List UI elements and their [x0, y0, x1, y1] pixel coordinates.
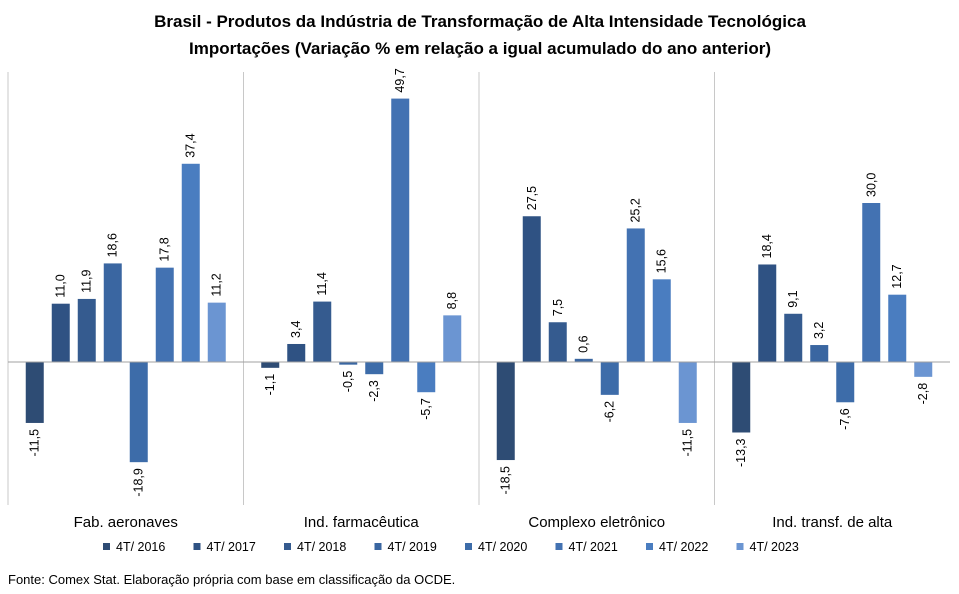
legend-swatch	[555, 543, 563, 550]
legend-label: 4T/ 2022	[659, 540, 708, 554]
legend-label: 4T/ 2021	[569, 540, 618, 554]
source-note: Fonte: Comex Stat. Elaboração própria co…	[8, 572, 455, 587]
data-label: -5,7	[419, 398, 433, 420]
data-label: -11,5	[28, 429, 42, 457]
chart-title-line1: Brasil - Produtos da Indústria de Transf…	[154, 12, 806, 31]
bar	[652, 279, 671, 362]
data-label: 30,0	[864, 173, 878, 197]
bar	[339, 362, 358, 365]
bar	[600, 362, 619, 395]
data-label: 27,5	[525, 186, 539, 210]
legend: 4T/ 2016 4T/ 2017 4T/ 2018 4T/ 2019 4T/ 2020…	[103, 540, 799, 554]
data-label: 3,2	[812, 322, 826, 339]
legend-label: 4T/ 2017	[207, 540, 256, 554]
bar	[77, 298, 96, 362]
legend-swatch	[736, 543, 744, 550]
category-label: Fab. aeronaves	[74, 514, 178, 531]
category-label: Complexo eletrônico	[528, 514, 665, 531]
legend-swatch	[193, 543, 201, 550]
data-label: 18,4	[760, 234, 774, 258]
bar	[365, 362, 384, 375]
data-label: -18,5	[499, 466, 513, 495]
bar	[51, 303, 70, 362]
data-label: 11,2	[210, 273, 224, 296]
bar	[522, 216, 541, 362]
bar	[548, 322, 567, 362]
legend-swatch	[374, 543, 382, 550]
data-label: 17,8	[158, 237, 172, 261]
data-label: 12,7	[890, 264, 904, 288]
bar	[784, 313, 803, 362]
bar	[207, 302, 226, 362]
chart-title-line2: Importações (Variação % em relação a igu…	[189, 39, 771, 58]
data-label: 49,7	[393, 68, 407, 92]
bar	[888, 294, 907, 362]
bar	[810, 345, 829, 362]
bar	[862, 203, 881, 362]
bar	[914, 362, 933, 377]
legend-swatch	[284, 543, 291, 550]
data-label: 9,1	[786, 290, 800, 307]
legend-swatch	[646, 543, 653, 550]
bar	[732, 362, 751, 433]
legend-label: 4T/ 2023	[750, 540, 799, 554]
data-label: 0,6	[577, 335, 591, 352]
plot-area: -11,5 11,0 11,9 18,6 -18,9 17,8 37,4 11,2 Fab. a…	[7, 68, 950, 531]
data-label: -2,8	[916, 383, 930, 405]
data-label: 25,2	[629, 198, 643, 222]
data-label: -1,1	[263, 374, 277, 396]
data-label: -2,3	[367, 380, 381, 402]
bar	[25, 362, 44, 423]
data-label: 11,0	[54, 274, 68, 297]
legend-swatch	[103, 543, 110, 550]
bar	[129, 362, 148, 463]
bar	[626, 228, 645, 362]
legend-label: 4T/ 2016	[116, 540, 165, 554]
data-label: 11,9	[80, 269, 94, 292]
bar	[313, 301, 332, 362]
category-label: Ind. transf. de alta	[772, 514, 893, 531]
legend-swatch	[465, 543, 472, 550]
category-label: Ind. farmacêutica	[304, 514, 420, 531]
data-label: 3,4	[289, 321, 303, 338]
bar	[103, 263, 122, 362]
data-label: 18,6	[106, 233, 120, 257]
data-label: -6,2	[603, 401, 617, 423]
data-label: -7,6	[838, 408, 852, 430]
data-label: -11,5	[681, 429, 695, 457]
data-label: -0,5	[341, 371, 355, 393]
bar	[261, 362, 280, 368]
data-label: 8,8	[445, 292, 459, 309]
data-label: 37,4	[184, 133, 198, 157]
bar	[287, 343, 306, 362]
data-label: 11,4	[315, 272, 329, 295]
bar	[155, 267, 174, 362]
bar	[496, 362, 515, 461]
data-label: -13,3	[734, 438, 748, 467]
legend-label: 4T/ 2018	[297, 540, 346, 554]
bar	[758, 264, 777, 362]
bar	[574, 358, 593, 362]
data-label: 7,5	[551, 299, 565, 316]
bar	[391, 98, 410, 362]
bar	[417, 362, 436, 393]
legend-label: 4T/ 2020	[478, 540, 527, 554]
bar	[443, 315, 462, 362]
bar	[181, 163, 200, 362]
legend-label: 4T/ 2019	[388, 540, 437, 554]
data-label: 15,6	[655, 249, 669, 273]
bar	[836, 362, 855, 403]
data-label: -18,9	[132, 468, 146, 497]
bar	[678, 362, 697, 423]
